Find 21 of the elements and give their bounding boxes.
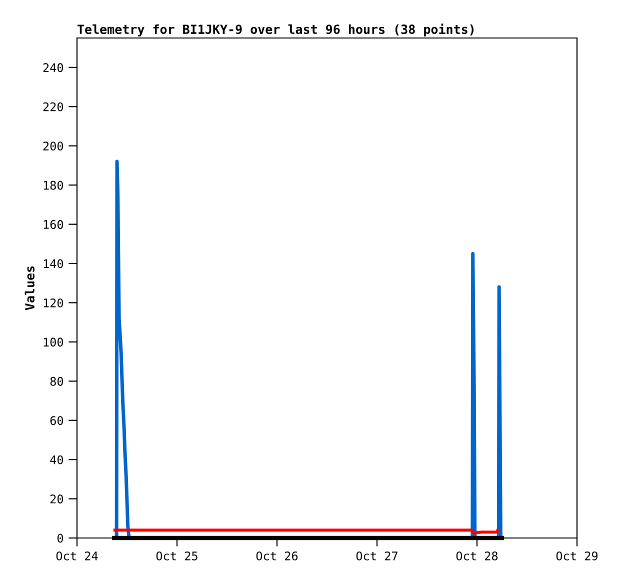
y-tick-label: 160: [44, 220, 64, 229]
y-tick-label: 200: [43, 142, 64, 151]
x-tick-label: Oct 24: [56, 551, 98, 560]
y-tick-label: 100: [44, 338, 64, 347]
y-tick-label: 20: [50, 494, 64, 504]
y-tick-label: 140: [44, 259, 64, 268]
y-tick-label: 180: [44, 180, 64, 190]
y-axis-title: Values: [24, 266, 35, 310]
y-tick-label: 220: [43, 102, 64, 112]
y-tick-label: 240: [43, 63, 64, 72]
x-tick-label: Oct 25: [156, 551, 198, 560]
y-tick-label: 80: [50, 376, 64, 386]
x-tick-label: Oct 29: [556, 551, 598, 560]
y-tick-label: 120: [44, 298, 64, 308]
x-tick-label: Oct 27: [356, 551, 398, 560]
y-tick-label: 0: [57, 534, 64, 543]
x-tick-label: Oct 28: [456, 551, 498, 560]
x-tick-label: Oct 26: [256, 551, 298, 560]
chart-title: Telemetry for BI1JKY-9 over last 96 hours (38 points): [78, 24, 474, 36]
y-tick-label: 40: [50, 455, 64, 464]
y-tick-label: 60: [50, 416, 64, 426]
